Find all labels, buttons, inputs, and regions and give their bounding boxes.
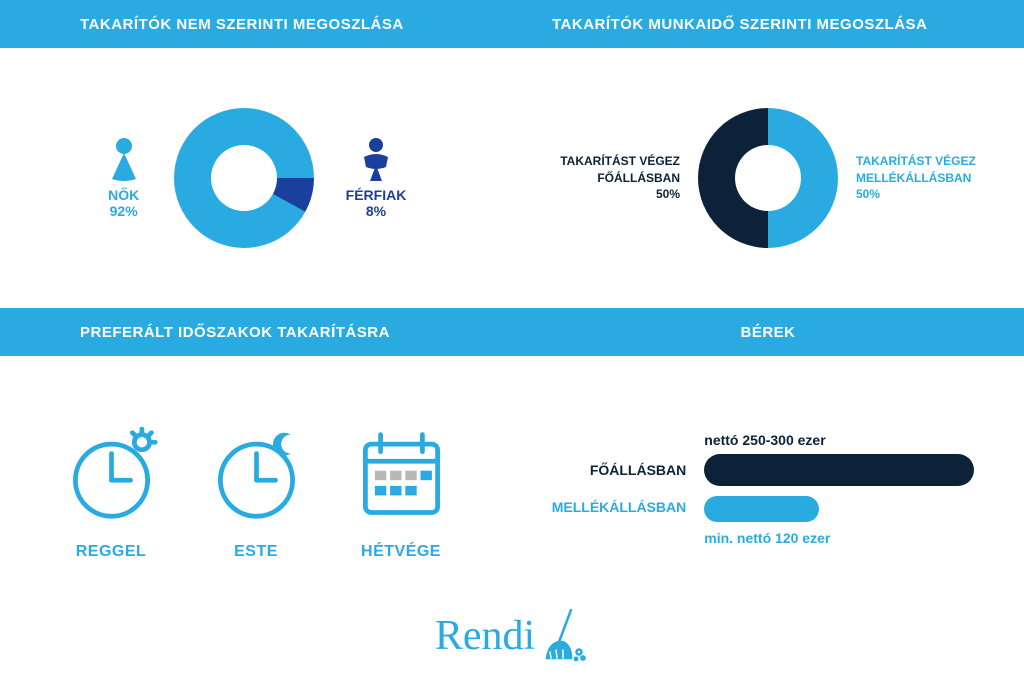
parttime-pct: 50%	[856, 186, 996, 203]
male-name: FÉRFIAK	[346, 187, 407, 203]
broom-icon	[541, 608, 589, 664]
male-icon	[358, 137, 394, 181]
fulltime-pct: 50%	[540, 186, 680, 203]
wage-full-caption: nettó 250-300 ezer	[704, 432, 984, 448]
header-wages: BÉREK	[512, 308, 1024, 356]
fulltime-text: TAKARÍTÁST VÉGEZ FŐÁLLÁSBAN	[560, 154, 680, 185]
label-female: NŐK 92%	[106, 137, 142, 219]
wage-full-label: FŐÁLLÁSBAN	[552, 452, 687, 488]
panel-wages: FŐÁLLÁSBAN MELLÉKÁLLÁSBAN nettó 250-300 …	[512, 356, 1024, 591]
donut-worktype-hole	[735, 145, 801, 211]
evening-label: ESTE	[209, 543, 304, 561]
male-pct: 8%	[346, 203, 407, 219]
wage-part-caption: min. nettó 120 ezer	[704, 530, 984, 546]
donut-gender	[174, 108, 314, 248]
clock-evening-icon	[209, 427, 304, 522]
panel-periods: REGGEL ESTE	[0, 356, 512, 591]
female-pct: 92%	[106, 203, 142, 219]
panel-gender: NŐK 92% FÉRFIAK 8%	[0, 48, 512, 308]
parttime-text: TAKARÍTÁST VÉGEZ MELLÉKÁLLÁSBAN	[856, 154, 976, 185]
weekend-label: HÉTVÉGE	[354, 543, 449, 561]
header-periods: PREFERÁLT IDŐSZAKOK TAKARÍTÁSRA	[0, 308, 512, 356]
wage-bars: nettó 250-300 ezer min. nettó 120 ezer	[704, 432, 984, 546]
bar-fulltime	[704, 454, 974, 486]
calendar-weekend-icon	[354, 427, 449, 522]
time-morning: REGGEL	[64, 427, 159, 561]
bar-parttime	[704, 496, 819, 522]
header-row-2: PREFERÁLT IDŐSZAKOK TAKARÍTÁSRA BÉREK	[0, 308, 1024, 356]
panel-worktype: TAKARÍTÁST VÉGEZ FŐÁLLÁSBAN 50% TAKARÍTÁ…	[512, 48, 1024, 308]
logo: Rendi	[0, 591, 1024, 681]
label-fulltime: TAKARÍTÁST VÉGEZ FŐÁLLÁSBAN 50%	[540, 153, 680, 203]
header-gender: TAKARÍTÓK NEM SZERINTI MEGOSZLÁSA	[0, 0, 512, 48]
donut-gender-hole	[211, 145, 277, 211]
header-worktype: TAKARÍTÓK MUNKAIDŐ SZERINTI MEGOSZLÁSA	[512, 0, 1024, 48]
panels-row-1: NŐK 92% FÉRFIAK 8% TAKARÍTÁST VÉGEZ FŐÁL…	[0, 48, 1024, 308]
label-male: FÉRFIAK 8%	[346, 137, 407, 219]
donut-worktype	[698, 108, 838, 248]
logo-text: Rendi	[435, 612, 535, 660]
wage-labels: FŐÁLLÁSBAN MELLÉKÁLLÁSBAN	[552, 452, 687, 525]
time-weekend: HÉTVÉGE	[354, 427, 449, 561]
morning-label: REGGEL	[64, 543, 159, 561]
female-icon	[106, 137, 142, 181]
wage-part-label: MELLÉKÁLLÁSBAN	[552, 489, 687, 525]
header-row-1: TAKARÍTÓK NEM SZERINTI MEGOSZLÁSA TAKARÍ…	[0, 0, 1024, 48]
panels-row-2: REGGEL ESTE	[0, 356, 1024, 591]
female-name: NŐK	[108, 187, 139, 203]
label-parttime: TAKARÍTÁST VÉGEZ MELLÉKÁLLÁSBAN 50%	[856, 153, 996, 203]
time-evening: ESTE	[209, 427, 304, 561]
clock-morning-icon	[64, 427, 159, 522]
